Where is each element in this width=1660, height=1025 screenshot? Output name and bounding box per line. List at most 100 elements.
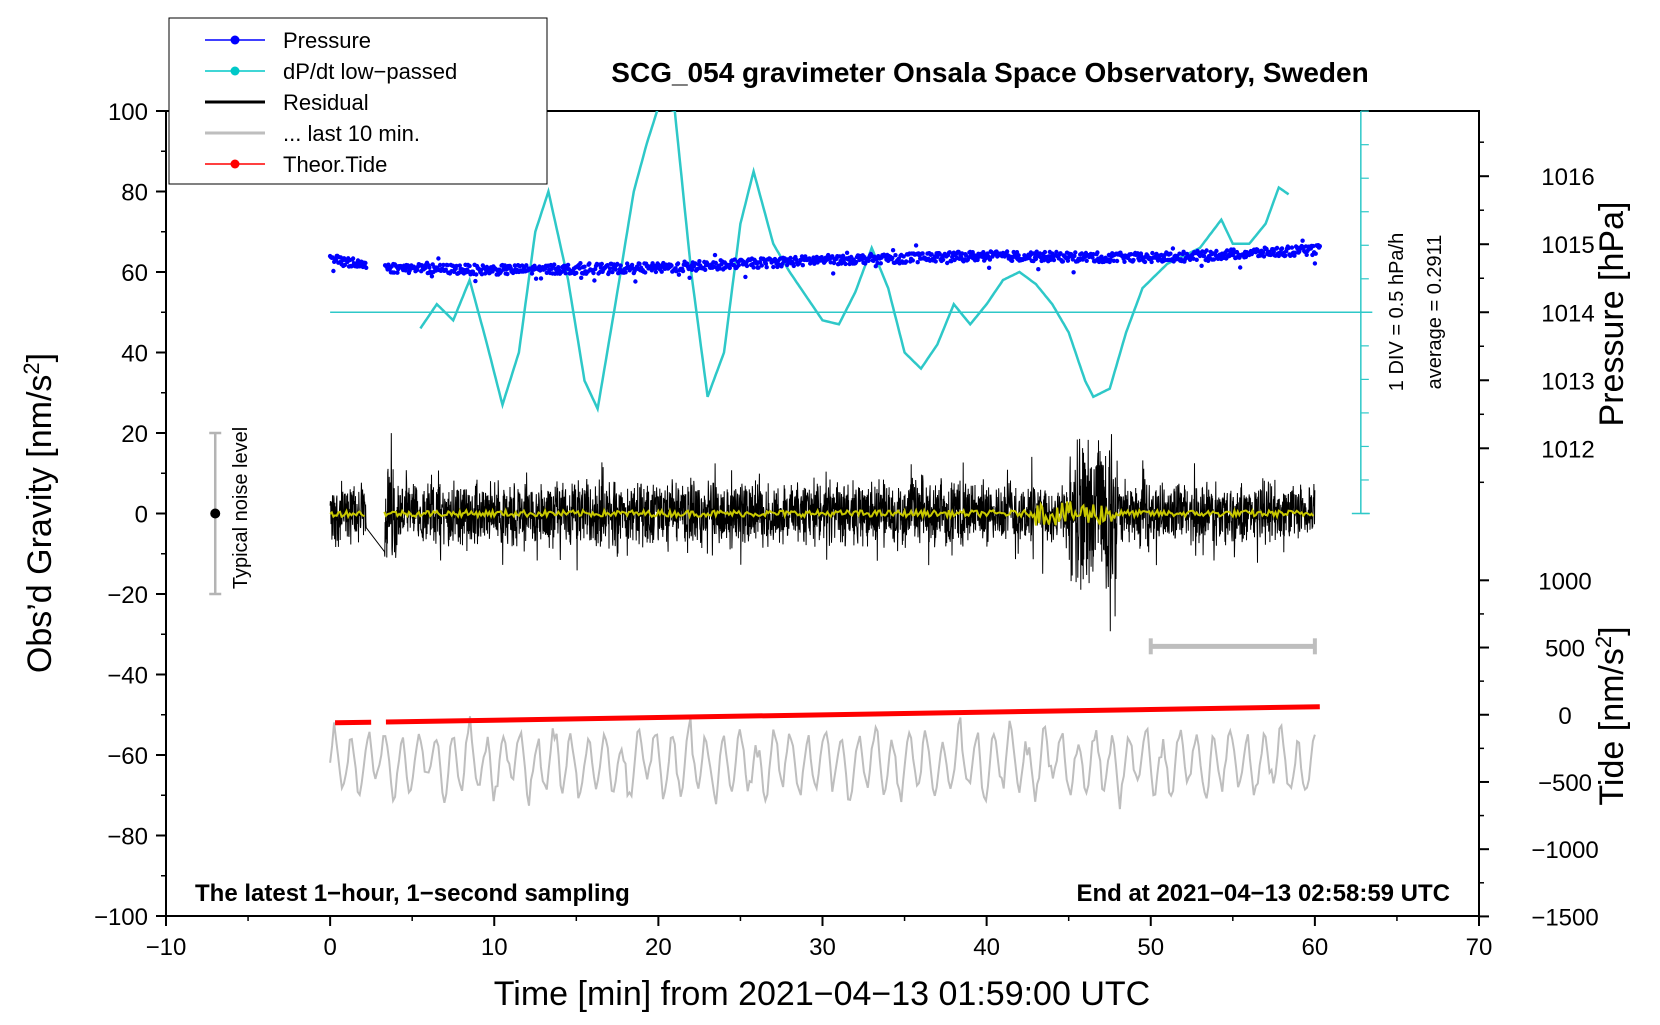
pressure-point (756, 265, 761, 270)
pressure-point (467, 263, 472, 269)
y-left-tick-label: −40 (107, 663, 148, 690)
pressure-point (915, 260, 920, 265)
y-left-tick-label: −100 (94, 904, 148, 931)
pressure-point (1072, 253, 1077, 259)
pressure-point (1016, 253, 1021, 258)
pressure-point (574, 270, 579, 276)
pressure-point (578, 261, 583, 266)
pressure-point (591, 270, 596, 276)
tide-series-segment (335, 719, 372, 726)
pressure-point (1084, 258, 1089, 263)
pressure-point (1261, 254, 1267, 259)
pressure-point (890, 248, 896, 253)
pressure-point (771, 264, 776, 270)
x-tick-label: 60 (1302, 934, 1329, 961)
bottom-left-note: The latest 1−hour, 1−second sampling (195, 880, 630, 907)
pressure-point (436, 256, 441, 261)
tide-tick-label: 1000 (1538, 568, 1591, 595)
pressure-point (637, 261, 642, 266)
pressure-point (843, 261, 848, 267)
pressure-point (1211, 257, 1217, 262)
y-axis-left-title-close: ] (21, 353, 59, 362)
pressure-point (391, 270, 397, 275)
pressure-point (959, 254, 964, 260)
pressure-point (831, 271, 836, 276)
pressure-point (750, 261, 755, 267)
pressure-point (623, 270, 628, 275)
bottom-right-note: End at 2021−04−13 02:58:59 UTC (1076, 880, 1450, 907)
pressure-point (423, 265, 428, 271)
pressure-point (764, 265, 769, 270)
pressure-point (1150, 250, 1155, 256)
pressure-point (680, 268, 686, 274)
pressure-point (1181, 249, 1186, 254)
pressure-point (1111, 258, 1117, 263)
x-tick-label: 30 (809, 934, 836, 961)
pressure-point (490, 269, 495, 274)
pressure-point (1199, 263, 1204, 268)
pressure-point (457, 263, 462, 268)
pressure-point (929, 252, 934, 257)
pressure-point (606, 270, 612, 275)
pressure-point (712, 252, 718, 258)
pressure-point (395, 270, 400, 275)
pressure-point (342, 262, 348, 268)
pressure-point (890, 255, 895, 261)
axis-ticks (156, 110, 1489, 926)
pressure-point (910, 258, 915, 263)
y-axis-left-title: Obs’d Gravity [nm/s2] (19, 353, 59, 673)
pressure-point (587, 261, 592, 266)
pressure-point (893, 253, 898, 258)
pressure-point (363, 260, 368, 266)
pressure-point (759, 263, 764, 268)
pressure-point (727, 265, 732, 271)
pressure-point (613, 267, 618, 272)
pressure-point (633, 279, 638, 284)
y-left-tick-label: 60 (121, 260, 148, 287)
pressure-point (1204, 248, 1209, 253)
pressure-point (853, 259, 859, 265)
pressure-point (1154, 251, 1159, 257)
pressure-point (454, 263, 459, 269)
pressure-point (763, 261, 769, 266)
pressure-point (675, 261, 681, 266)
series-layer (327, 111, 1373, 810)
pressure-point (1036, 267, 1041, 272)
pressure-point (629, 262, 635, 268)
x-tick-label: 10 (481, 934, 508, 961)
pressure-point (1095, 250, 1100, 255)
pressure-point (350, 256, 356, 261)
y-left-tick-label: 40 (121, 341, 148, 368)
pressure-point (937, 252, 942, 257)
x-tick-label: −10 (146, 934, 187, 961)
pressure-point (659, 269, 664, 274)
pressure-point (844, 250, 850, 255)
pressure-point (1311, 243, 1316, 249)
legend-marker (230, 35, 240, 45)
pressure-point (674, 269, 679, 274)
tide-tick-label: −500 (1538, 770, 1592, 797)
pressure-point (732, 257, 737, 262)
pressure-point (1033, 256, 1039, 262)
pressure-point (599, 261, 604, 267)
pressure-point (1034, 249, 1039, 254)
x-tick-label: 50 (1137, 934, 1164, 961)
residual-series (329, 433, 1316, 632)
pressure-point (1279, 246, 1285, 251)
pressure-point (1168, 251, 1173, 256)
pressure-point (443, 267, 448, 272)
pressure-point (676, 272, 682, 277)
pressure-point (610, 269, 615, 275)
y-axis-left-title-sup: 2 (19, 362, 44, 374)
noise-bar-center (210, 508, 221, 519)
pressure-point (1131, 257, 1136, 263)
pressure-point (1313, 251, 1318, 256)
tide-tick-label: 500 (1545, 636, 1585, 663)
pressure-point (552, 262, 557, 267)
pressure-tick-label: 1016 (1541, 164, 1594, 191)
pressure-point (512, 263, 517, 268)
pressure-point (959, 251, 965, 256)
pressure-point (1304, 252, 1309, 257)
